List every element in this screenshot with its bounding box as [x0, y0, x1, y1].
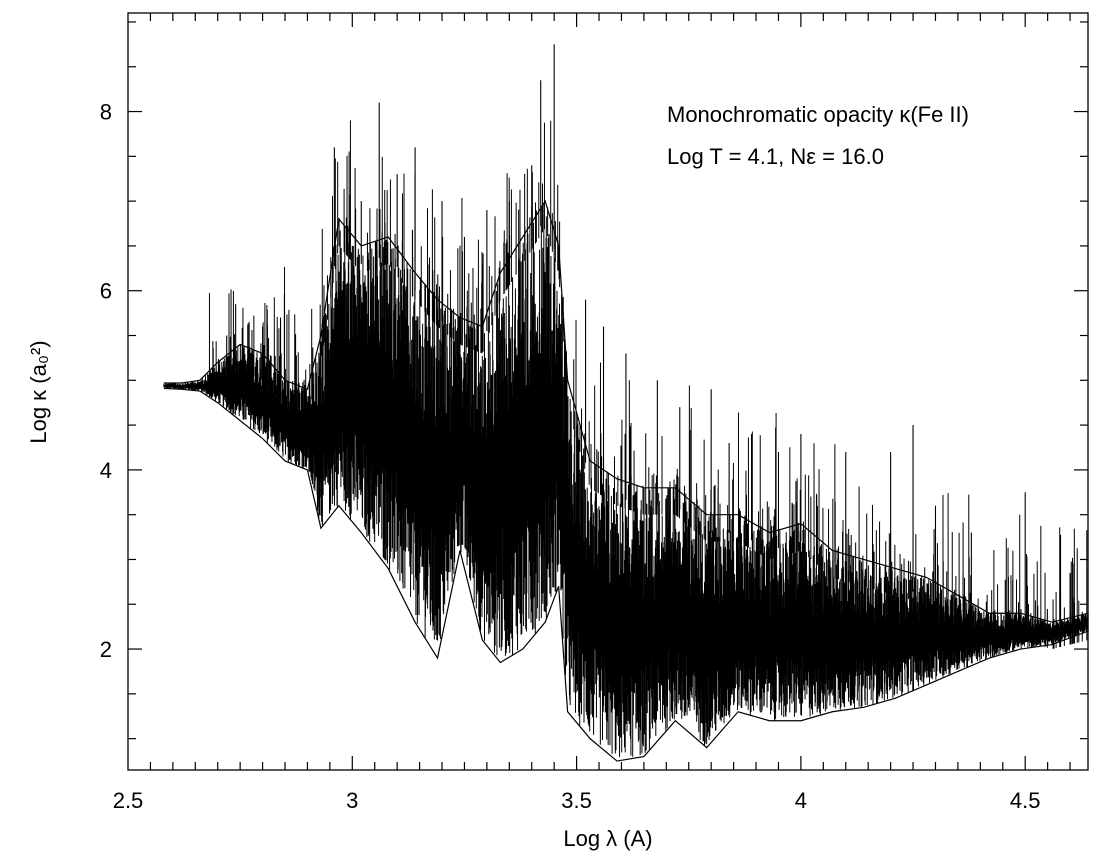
spectrum-spikes: [208, 120, 1088, 649]
axis-ticks: 2.5 3 3.5 4 4.5 2 4 6 8: [100, 13, 1088, 813]
x-tick-label: 4.5: [1010, 788, 1041, 813]
x-tick-label: 3.5: [561, 788, 592, 813]
plot-area: [163, 44, 1089, 762]
y-tick-label: 6: [100, 279, 112, 304]
annotation-conditions: Log T = 4.1, Nε = 16.0: [667, 144, 884, 169]
y-tick-label: 2: [100, 637, 112, 662]
annotation-title: Monochromatic opacity κ(Fe II): [667, 102, 969, 127]
x-axis-title: Log λ (A): [563, 826, 652, 851]
x-tick-label: 2.5: [113, 788, 144, 813]
spectrum-dense: [163, 204, 1089, 757]
y-tick-label: 8: [100, 100, 112, 125]
y-axis-title: Log κ (a₀²): [26, 340, 51, 443]
y-tick-label: 4: [100, 458, 112, 483]
plot-frame: [127, 12, 1089, 771]
x-tick-label: 3: [346, 788, 358, 813]
x-tick-label: 4: [795, 788, 807, 813]
